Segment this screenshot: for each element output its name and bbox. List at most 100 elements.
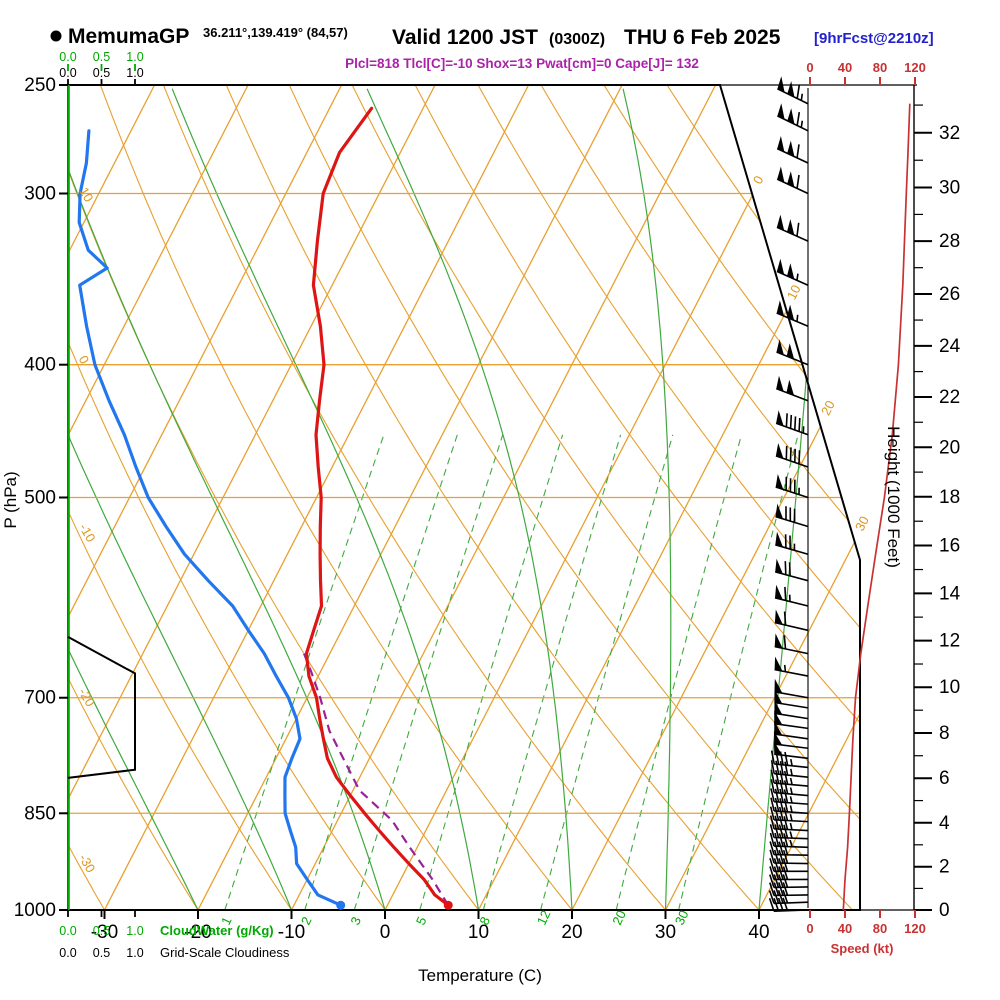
barb-staff: [777, 84, 809, 105]
temperature-tick-label: 0: [380, 922, 391, 943]
wind-speed-curve: [842, 103, 911, 911]
barb-pennant: [786, 304, 795, 321]
mixing-ratio-label: 20: [609, 908, 629, 927]
wind-barb: [776, 166, 809, 195]
barb-pennant: [775, 531, 783, 548]
wind-barb: [769, 882, 809, 897]
cloudwater-scale-label-bottom: 0.0: [59, 924, 76, 938]
temperature-tick-label: 40: [748, 922, 769, 943]
wind-panel: [768, 76, 911, 912]
wind-barb: [770, 760, 809, 779]
wind-barb: [769, 832, 809, 849]
barb-staff: [774, 611, 809, 632]
pressure-tick-label: 300: [24, 184, 56, 205]
wind-barb: [769, 841, 809, 856]
mixing-ratio-label: 5: [413, 914, 430, 927]
moist-adiabat-line: [366, 88, 573, 910]
mixing-ratio-label: 30: [672, 908, 692, 927]
barb-pennant: [776, 375, 784, 392]
barb-pennant: [774, 678, 783, 694]
sounding-profiles: [77, 106, 453, 910]
barb-pennant: [787, 171, 795, 188]
temperature-tick-label: -20: [184, 922, 211, 943]
wind-barb: [775, 410, 809, 436]
wind-barb: [774, 678, 809, 699]
barb-staff: [775, 413, 809, 436]
dry-adiabat-label: -10: [76, 521, 98, 545]
dry-adiabat-line: [477, 85, 860, 910]
height-tick-label: 0: [939, 900, 950, 921]
barb-staff: [769, 874, 809, 889]
station-marker-dot: [50, 30, 62, 42]
height-tick-label: 30: [939, 177, 960, 198]
barb-pennant: [787, 81, 795, 98]
barb-pennant: [786, 379, 794, 396]
barb-staff: [774, 733, 809, 740]
pressure-axis: 250 300 400 500 700 850 1000: [14, 75, 68, 921]
mixing-ratio-label: 3: [347, 914, 364, 927]
barb-staff: [774, 701, 809, 709]
wind-barb: [774, 633, 809, 655]
barb-pennant: [775, 503, 784, 519]
height-tick-label: 12: [939, 631, 960, 652]
dry-adiabat-label: 10: [76, 185, 96, 205]
barb-staff: [777, 111, 809, 132]
wind-barb: [774, 584, 809, 607]
mixing-ratio-line: [353, 434, 504, 910]
cloud-profiles: [67, 85, 136, 910]
barb-pennant: [774, 609, 783, 625]
barb-staff: [776, 312, 809, 328]
barb-pennant: [774, 633, 783, 649]
wind-barb: [769, 849, 809, 865]
barb-staff: [775, 506, 809, 528]
isotherm-labels: 0 10 20 30: [750, 173, 872, 533]
barb-staff: [775, 534, 809, 555]
pressure-tick-label: 400: [24, 355, 56, 376]
barb-staff: [774, 586, 809, 607]
wind-barb: [776, 258, 809, 286]
barb-staff: [775, 445, 809, 468]
cloudiness-scale-label-bottom: 1.0: [126, 946, 143, 960]
wind-barb: [774, 700, 809, 720]
dry-adiabat-label: -20: [76, 685, 98, 709]
height-tick-label: 18: [939, 487, 960, 508]
moist-adiabat-line: [758, 88, 828, 910]
barb-staff: [776, 351, 809, 366]
dry-adiabat-line: [351, 85, 860, 910]
temperature-tick-label: -30: [91, 922, 118, 943]
dry-adiabat-line: [68, 85, 292, 910]
barb-pennant: [787, 263, 795, 280]
barb-staff: [769, 815, 809, 832]
axis-titles: P (hPa) Temperature (C) Height (1000 Fee…: [1, 426, 903, 985]
speed-tick-label-bottom: 0: [806, 921, 813, 936]
wind-barb: [777, 76, 809, 105]
model-name: MemumaGP: [68, 25, 189, 48]
barb-pennant: [774, 656, 783, 672]
mixing-ratio-line: [540, 434, 674, 910]
barb-pennant: [777, 103, 785, 120]
height-tick-label: 6: [939, 768, 950, 789]
mixing-ratio-line: [482, 434, 622, 910]
barb-pennant: [776, 410, 784, 426]
barb-staff: [776, 174, 809, 195]
speed-tick-label-bottom: 120: [904, 921, 926, 936]
dry-adiabat-label: -30: [76, 851, 98, 875]
height-tick-label: 28: [939, 231, 960, 252]
height-tick-label: 4: [939, 813, 950, 834]
height-tick-label: 22: [939, 387, 960, 408]
speed-tick-label-top: 80: [873, 60, 887, 75]
cloudwater-scale-label-top: 0.5: [93, 50, 110, 64]
stability-indices: Plcl=818 Tlcl[C]=-10 Shox=13 Pwat[cm]=0 …: [345, 56, 699, 71]
pressure-tick-label: 500: [24, 488, 56, 509]
cloudwater-scale-label-bottom: 1.0: [126, 924, 143, 938]
cloudiness-outline: [67, 636, 136, 779]
barb-staff: [774, 691, 809, 699]
barb-pennant: [786, 343, 795, 360]
barb-pennant: [774, 700, 783, 715]
cloudwater-label: CloudWater (g/Kg): [160, 923, 274, 938]
cloudiness-scale-label-top: 0.0: [59, 66, 76, 80]
barb-staff: [776, 270, 809, 286]
barb-staff: [774, 743, 809, 750]
